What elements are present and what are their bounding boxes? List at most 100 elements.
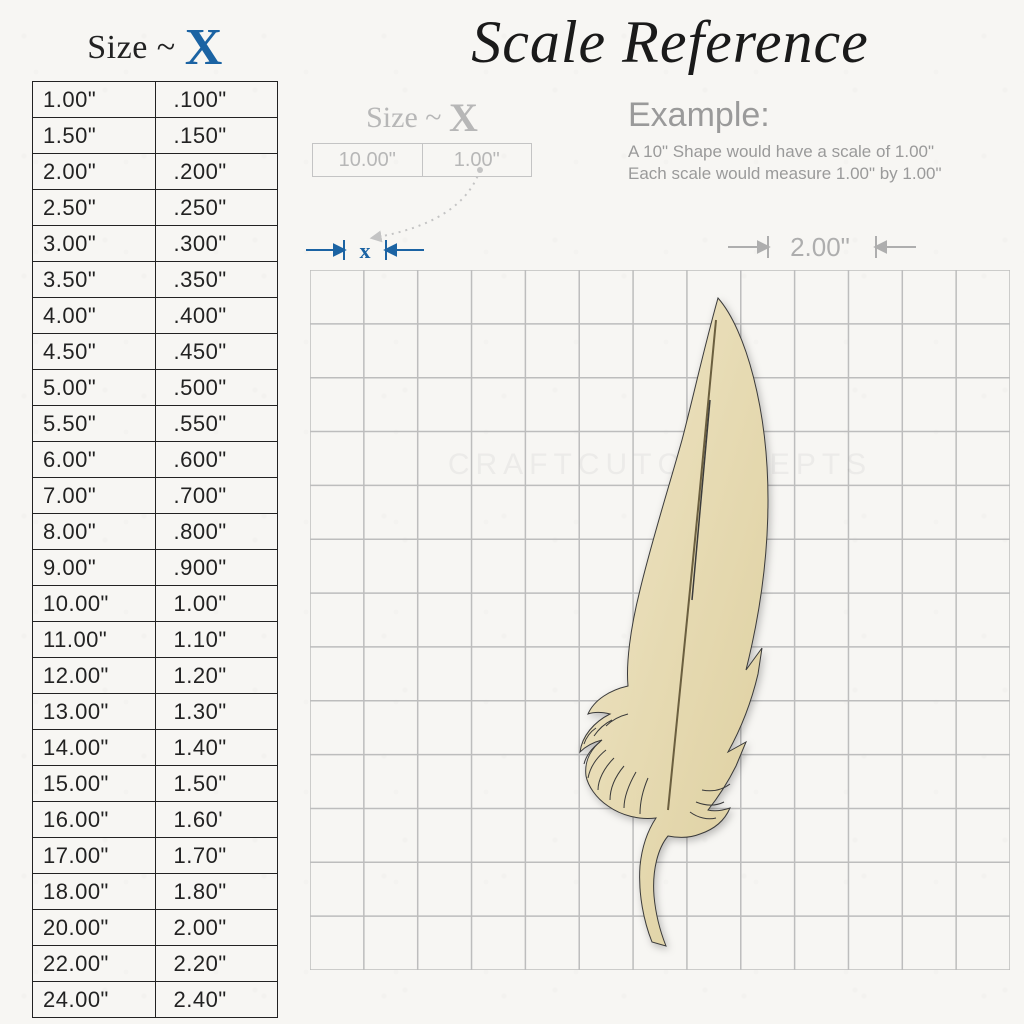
x-measure-label: x [300, 238, 430, 264]
table-cell: 1.60' [155, 802, 278, 838]
table-cell: .600" [155, 442, 278, 478]
table-cell: 1.70" [155, 838, 278, 874]
table-row: 18.00"1.80" [33, 874, 278, 910]
table-row: 9.00".900" [33, 550, 278, 586]
table-cell: 11.00" [33, 622, 156, 658]
table-cell: .900" [155, 550, 278, 586]
table-cell: 1.10" [155, 622, 278, 658]
page: Size ~ X 1.00".100"1.50".150"2.00".200"2… [0, 0, 1024, 1024]
table-cell: .150" [155, 118, 278, 154]
two-inch-label: 2.00" [720, 232, 920, 263]
table-cell: .250" [155, 190, 278, 226]
table-row: 17.00"1.70" [33, 838, 278, 874]
table-cell: 1.20" [155, 658, 278, 694]
table-cell: 1.00" [33, 82, 156, 118]
two-inch-measure: 2.00" [720, 230, 920, 264]
table-cell: 1.50" [155, 766, 278, 802]
table-cell: 12.00" [33, 658, 156, 694]
table-row: 3.00".300" [33, 226, 278, 262]
table-cell: 1.80" [155, 874, 278, 910]
table-row: 16.00"1.60' [33, 802, 278, 838]
table-row: 15.00"1.50" [33, 766, 278, 802]
mini-size-header-x: X [449, 95, 478, 140]
feather-body [580, 298, 768, 946]
example-block: Example: A 10" Shape would have a scale … [628, 96, 1008, 185]
table-cell: .450" [155, 334, 278, 370]
table-row: 24.00"2.40" [33, 982, 278, 1018]
table-row: 10.00"1.00" [33, 586, 278, 622]
table-row: 22.00"2.20" [33, 946, 278, 982]
example-heading: Example: [628, 96, 1008, 135]
table-cell: 14.00" [33, 730, 156, 766]
example-line1: A 10" Shape would have a scale of 1.00" [628, 141, 1008, 163]
table-row: 5.00".500" [33, 370, 278, 406]
table-cell: 18.00" [33, 874, 156, 910]
table-cell: 2.00" [33, 154, 156, 190]
feather-shape [540, 290, 840, 950]
table-row: 1.00".100" [33, 82, 278, 118]
table-cell: 20.00" [33, 910, 156, 946]
table-cell: 1.40" [155, 730, 278, 766]
table-cell: 1.30" [155, 694, 278, 730]
size-table-grid: 1.00".100"1.50".150"2.00".200"2.50".250"… [32, 81, 278, 1018]
size-table-header-x: X [185, 19, 223, 76]
table-cell: 6.00" [33, 442, 156, 478]
x-measure: x [300, 234, 430, 266]
table-cell: 8.00" [33, 514, 156, 550]
table-row: 4.50".450" [33, 334, 278, 370]
table-row: 6.00".600" [33, 442, 278, 478]
table-cell: 2.20" [155, 946, 278, 982]
table-cell: 5.00" [33, 370, 156, 406]
table-row: 20.00"2.00" [33, 910, 278, 946]
table-cell: .500" [155, 370, 278, 406]
main-title-text: Scale Reference [471, 9, 869, 75]
table-cell: 2.00" [155, 910, 278, 946]
table-cell: .200" [155, 154, 278, 190]
table-row: 7.00".700" [33, 478, 278, 514]
table-cell: 5.50" [33, 406, 156, 442]
size-table-header-prefix: Size ~ [87, 29, 184, 66]
mini-size-header: Size ~ X [312, 94, 532, 141]
table-cell: 1.50" [33, 118, 156, 154]
size-table: Size ~ X 1.00".100"1.50".150"2.00".200"2… [32, 18, 278, 1018]
table-cell: .350" [155, 262, 278, 298]
table-cell: 2.40" [155, 982, 278, 1018]
table-cell: 24.00" [33, 982, 156, 1018]
table-cell: 3.00" [33, 226, 156, 262]
table-cell: 7.00" [33, 478, 156, 514]
table-row: 5.50".550" [33, 406, 278, 442]
table-cell: 16.00" [33, 802, 156, 838]
table-cell: 9.00" [33, 550, 156, 586]
table-row: 2.50".250" [33, 190, 278, 226]
table-cell: .100" [155, 82, 278, 118]
table-cell: .800" [155, 514, 278, 550]
table-cell: 17.00" [33, 838, 156, 874]
size-table-header: Size ~ X [32, 18, 278, 77]
table-cell: 10.00" [33, 586, 156, 622]
table-cell: .550" [155, 406, 278, 442]
table-row: 3.50".350" [33, 262, 278, 298]
table-cell: 3.50" [33, 262, 156, 298]
table-cell: 22.00" [33, 946, 156, 982]
mini-size-header-prefix: Size ~ [366, 101, 449, 134]
example-line2: Each scale would measure 1.00" by 1.00" [628, 163, 1008, 185]
table-cell: 13.00" [33, 694, 156, 730]
table-row: 4.00".400" [33, 298, 278, 334]
table-cell: .700" [155, 478, 278, 514]
table-cell: .400" [155, 298, 278, 334]
table-cell: 1.00" [155, 586, 278, 622]
table-cell: .300" [155, 226, 278, 262]
table-row: 2.00".200" [33, 154, 278, 190]
table-cell: 15.00" [33, 766, 156, 802]
table-cell: 2.50" [33, 190, 156, 226]
table-row: 12.00"1.20" [33, 658, 278, 694]
table-row: 14.00"1.40" [33, 730, 278, 766]
table-row: 11.00"1.10" [33, 622, 278, 658]
table-cell: 4.00" [33, 298, 156, 334]
table-cell: 4.50" [33, 334, 156, 370]
mini-size-box: Size ~ X 10.00" 1.00" [312, 94, 532, 177]
main-title: Scale Reference [330, 8, 1010, 77]
table-row: 13.00"1.30" [33, 694, 278, 730]
table-row: 1.50".150" [33, 118, 278, 154]
table-row: 8.00".800" [33, 514, 278, 550]
